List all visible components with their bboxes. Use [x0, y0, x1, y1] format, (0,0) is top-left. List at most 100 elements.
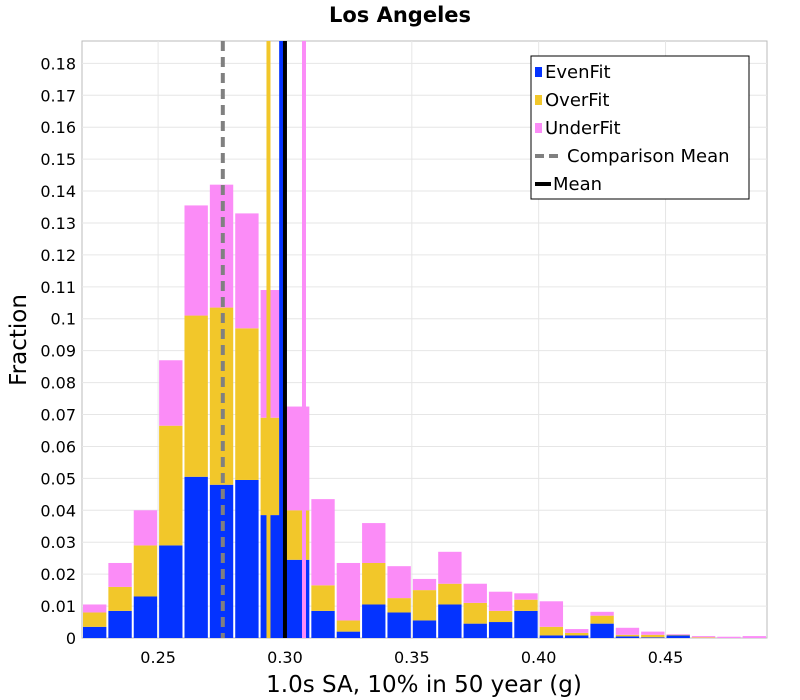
y-tick-label: 0.08 [40, 374, 76, 393]
bar-underfit [260, 290, 284, 418]
bar-overfit [83, 612, 107, 627]
bar-overfit [590, 615, 614, 624]
chart-title: Los Angeles [329, 3, 471, 27]
bar-overfit [666, 634, 690, 636]
bar-underfit [133, 510, 158, 546]
x-axis-ticks: 0.25 0.30 0.35 0.40 0.45 [140, 648, 683, 667]
bar-evenfit [311, 610, 335, 638]
y-tick-label: 0.02 [40, 565, 76, 584]
bar-underfit [311, 499, 335, 586]
bars [83, 184, 766, 638]
bar-evenfit [184, 476, 208, 638]
bar-underfit [488, 591, 513, 611]
y-tick-label: 0.1 [51, 310, 76, 329]
y-tick-label: 0.01 [40, 597, 76, 616]
y-tick-label: 0.14 [40, 182, 76, 201]
bar-overfit [108, 586, 132, 611]
bar-overfit [641, 634, 665, 638]
bar-evenfit [666, 635, 690, 638]
y-tick-label: 0.12 [40, 246, 76, 265]
bar-evenfit [133, 596, 158, 638]
bar-underfit [209, 184, 234, 308]
bar-evenfit [235, 479, 259, 638]
bar-overfit [438, 583, 462, 605]
bar-evenfit [565, 635, 589, 638]
y-tick-label: 0.15 [40, 150, 76, 169]
y-tick-label: 0.04 [40, 501, 76, 520]
bar-underfit [691, 636, 716, 638]
bar-evenfit [615, 636, 640, 638]
bar-underfit [184, 205, 208, 316]
bar-overfit [488, 610, 513, 623]
bar-underfit [362, 523, 386, 563]
bar-evenfit [488, 622, 513, 638]
legend-box [530, 55, 750, 200]
bar-overfit [412, 590, 437, 621]
bar-underfit [463, 583, 487, 603]
bar-overfit [184, 315, 208, 477]
bar-underfit [565, 629, 589, 633]
legend-swatch-evenfit [535, 67, 542, 77]
y-axis-ticks: 0 0.01 0.02 0.03 0.04 0.05 0.06 0.07 0.08 0.09 0.1… [40, 54, 76, 648]
y-tick-label: 0.05 [40, 469, 76, 488]
bar-underfit [666, 634, 690, 635]
bar-evenfit [336, 631, 361, 638]
bar-overfit [691, 637, 716, 638]
y-tick-label: 0 [66, 629, 76, 648]
bar-underfit [336, 562, 361, 621]
bar-evenfit [83, 626, 107, 638]
bar-overfit [159, 425, 183, 546]
bar-underfit [539, 601, 564, 627]
y-tick-label: 0.16 [40, 118, 76, 137]
bar-overfit [387, 598, 411, 613]
bar-underfit [387, 566, 411, 599]
bar-overfit [463, 602, 487, 624]
bar-overfit [311, 585, 335, 611]
bar-evenfit [438, 604, 462, 638]
bar-overfit [260, 417, 284, 516]
bar-evenfit [412, 620, 437, 638]
bar-overfit [615, 634, 640, 637]
bar-evenfit [641, 637, 665, 638]
y-tick-label: 0.07 [40, 406, 76, 425]
legend-label: EvenFit [545, 62, 611, 83]
x-axis-label: 1.0s SA, 10% in 50 year (g) [266, 672, 582, 698]
bar-overfit [235, 328, 259, 480]
y-tick-label: 0.03 [40, 533, 76, 552]
bar-evenfit [159, 545, 183, 638]
y-tick-label: 0.06 [40, 437, 76, 456]
bar-underfit [641, 631, 665, 635]
bar-underfit [159, 360, 183, 426]
bar-underfit [83, 604, 107, 613]
x-tick-label: 0.30 [267, 648, 303, 667]
bar-overfit [133, 545, 158, 597]
bar-underfit [412, 578, 437, 591]
bar-overfit [514, 599, 538, 611]
bar-overfit [565, 632, 589, 636]
bar-underfit [615, 627, 640, 635]
legend-label: Mean [553, 174, 602, 195]
bar-underfit [438, 551, 462, 584]
bar-evenfit [590, 623, 614, 638]
bar-overfit [336, 620, 361, 632]
bar-overfit [362, 562, 386, 605]
y-tick-label: 0.13 [40, 214, 76, 233]
x-tick-label: 0.40 [521, 648, 557, 667]
bar-underfit [514, 593, 538, 600]
y-tick-label: 0.18 [40, 54, 76, 73]
y-tick-label: 0.11 [40, 278, 76, 297]
y-axis-label: Fraction [6, 294, 32, 386]
bar-evenfit [387, 612, 411, 638]
legend-label: UnderFit [545, 118, 621, 139]
bar-underfit [742, 636, 766, 638]
bar-evenfit [108, 610, 132, 638]
bar-evenfit [463, 623, 487, 638]
legend-label: OverFit [545, 90, 609, 111]
bar-evenfit [260, 515, 284, 638]
bar-underfit [108, 562, 132, 587]
x-tick-label: 0.45 [648, 648, 684, 667]
legend: EvenFit OverFit UnderFit Comparison Mean Mea… [530, 55, 750, 200]
legend-swatch-underfit [535, 123, 542, 133]
mean-lines [220, 41, 306, 638]
